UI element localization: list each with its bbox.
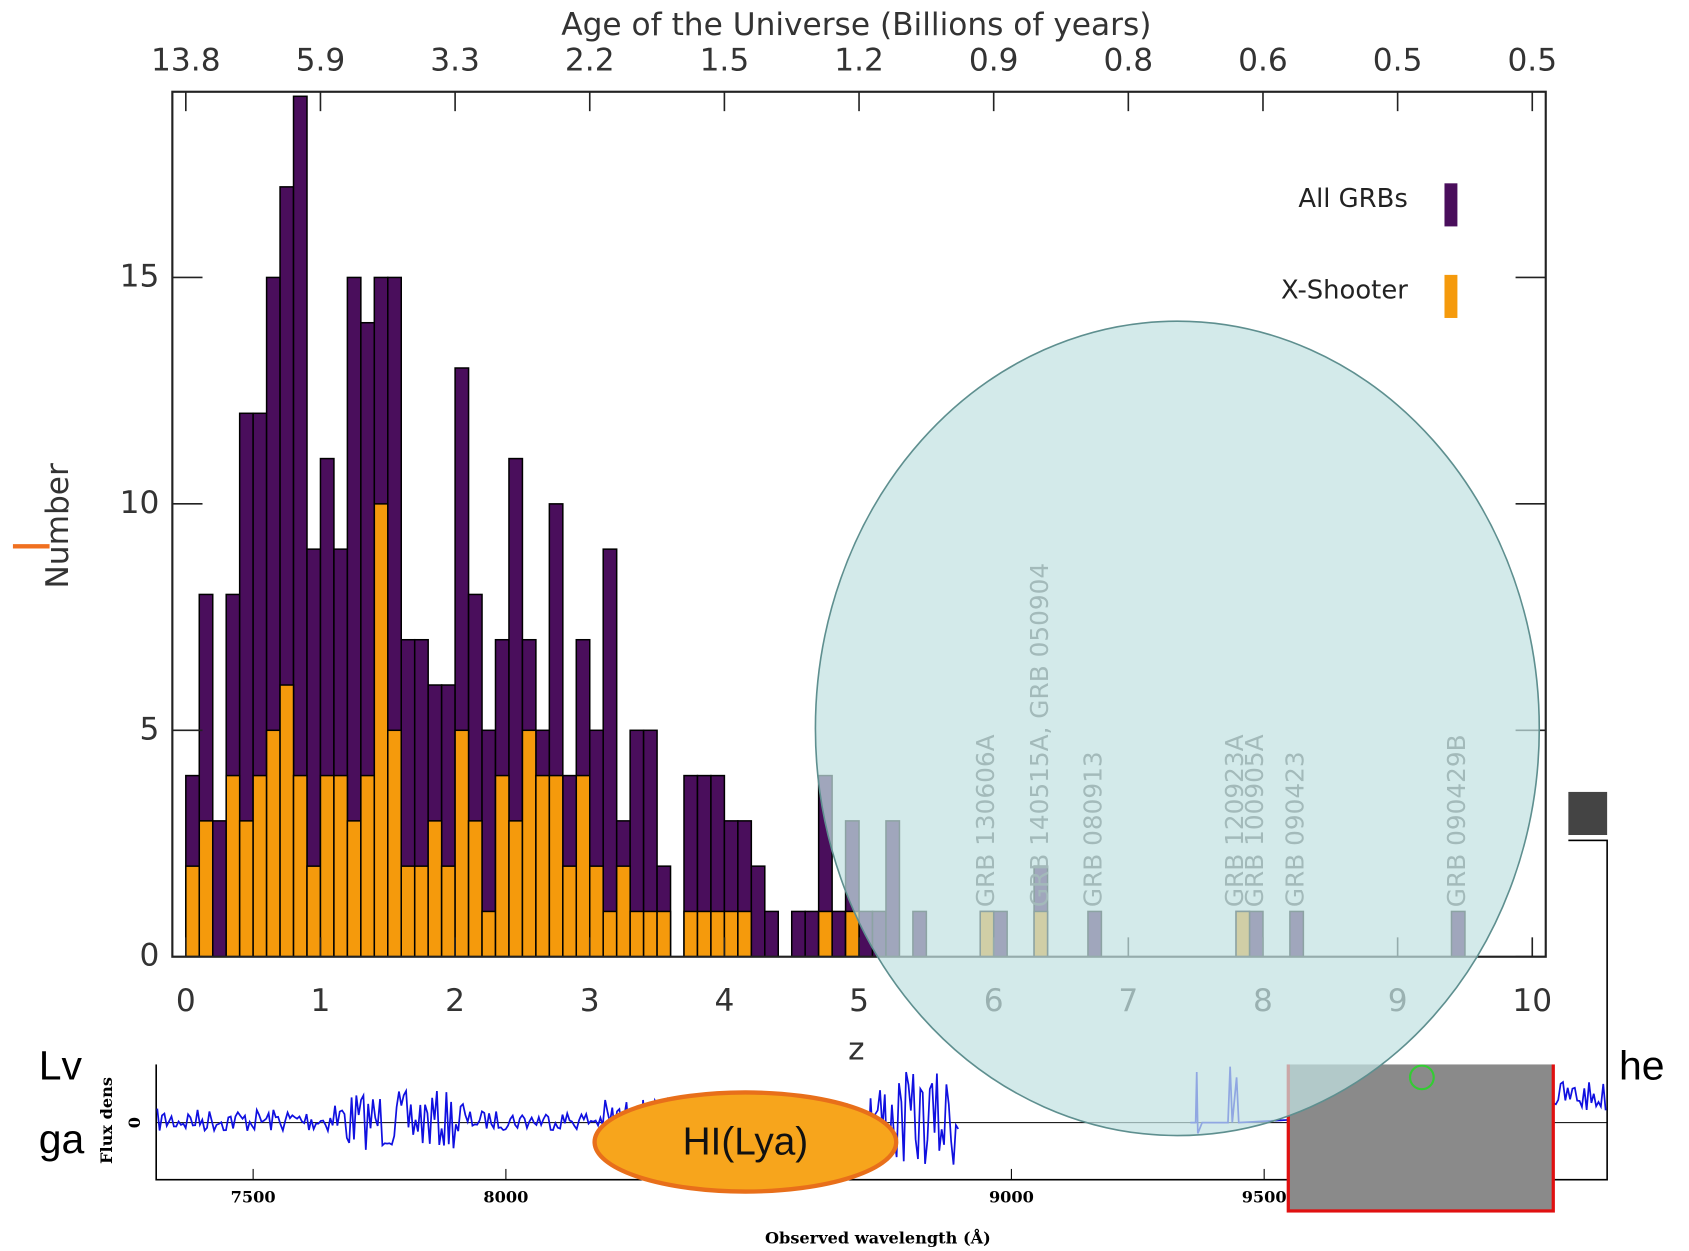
bar: [494, 774, 510, 958]
bar: [723, 910, 739, 958]
bar: [440, 865, 456, 958]
bar: [508, 820, 524, 958]
bar: [817, 910, 833, 958]
bar: [252, 774, 268, 958]
bar: [696, 910, 712, 958]
x-tick-label: 5: [849, 983, 869, 1019]
y-tick-label: 15: [120, 258, 160, 294]
bar: [467, 820, 483, 958]
bar: [198, 820, 214, 958]
spectrum-tick-label: 9500: [1242, 1188, 1287, 1207]
bar: [615, 865, 631, 958]
legend-swatch: [1444, 274, 1458, 318]
top-tick-label: 1.2: [834, 43, 884, 79]
y-tick-label: 0: [140, 938, 160, 974]
spectrum-tick-label: 9000: [989, 1188, 1034, 1207]
marker-circle: [1408, 1064, 1435, 1091]
top-tick-label: 1.5: [700, 43, 750, 79]
bar: [710, 910, 726, 958]
bar: [602, 548, 618, 958]
x-tick-label: 0: [176, 983, 196, 1019]
bar: [642, 910, 658, 958]
bar: [292, 774, 308, 958]
spectrum-tick-label: 8000: [483, 1188, 528, 1207]
overlay: HI(Lya): [592, 320, 1541, 1194]
x-axis-title: z: [848, 1031, 864, 1067]
bar: [454, 729, 470, 958]
bar: [238, 820, 254, 958]
bar: [413, 865, 429, 958]
bar: [481, 910, 497, 958]
y-tick-label: 5: [140, 711, 160, 747]
bar: [804, 910, 820, 958]
spectrum-y-label: Flux dens: [97, 1077, 116, 1164]
spectrum-x-label: Observed wavelength (Å): [765, 1226, 991, 1247]
bar: [319, 774, 335, 958]
x-tick-label: 10: [1512, 983, 1552, 1019]
top-axis-title: Age of the Universe (Billions of years): [561, 7, 1151, 43]
bar: [427, 820, 443, 958]
bar: [306, 865, 322, 958]
callout-text: HI(Lya): [683, 1120, 809, 1163]
bar: [750, 865, 766, 958]
bar: [764, 910, 780, 958]
top-tick-label: 13.8: [151, 43, 221, 79]
bar: [521, 729, 537, 958]
bar: [400, 865, 416, 958]
top-tick-label: 3.3: [430, 43, 480, 79]
y-tick-label: 10: [120, 485, 160, 521]
callout-ellipse: [592, 1090, 899, 1194]
bar: [575, 774, 591, 958]
bar: [629, 910, 645, 958]
x-tick-label: 3: [580, 983, 600, 1019]
bar: [588, 865, 604, 958]
top-tick-label: 2.2: [565, 43, 615, 79]
slide-text: he: [1619, 1043, 1665, 1089]
x-tick-label: 2: [445, 983, 465, 1019]
bar: [683, 910, 699, 958]
histogram-chart: Age of the Universe (Billions of years) …: [12, 7, 1557, 1067]
bar: [333, 774, 349, 958]
top-tick-label: 0.9: [969, 43, 1019, 79]
spectrum-y-tick: 0: [125, 1117, 144, 1128]
spectrum-tick-label: 7500: [231, 1188, 276, 1207]
top-tick-label: 0.5: [1507, 43, 1557, 79]
bar: [373, 503, 389, 958]
bar: [360, 774, 376, 958]
top-tick-label: 0.8: [1104, 43, 1154, 79]
bar: [602, 910, 618, 958]
bar: [831, 910, 847, 958]
slide-text: Lv: [39, 1043, 83, 1089]
image-strip: [1567, 791, 1608, 836]
bar: [225, 774, 241, 958]
x-tick-label: 1: [311, 983, 331, 1019]
bar: [790, 910, 806, 958]
top-tick-label: 5.9: [296, 43, 346, 79]
bar: [737, 910, 753, 958]
bar: [279, 684, 295, 958]
legend-label: All GRBs: [1298, 184, 1407, 214]
bar: [548, 774, 564, 958]
slide-text: ga: [39, 1116, 85, 1162]
y-axis-title: Number: [40, 463, 76, 589]
legend-swatch: [1444, 183, 1458, 227]
top-tick-label: 0.6: [1238, 43, 1288, 79]
bar: [346, 820, 362, 958]
bar: [265, 729, 281, 958]
x-tick-label: 4: [714, 983, 734, 1019]
bar: [185, 865, 201, 958]
highlight-circle: [814, 320, 1541, 1137]
bar: [656, 910, 672, 958]
bar: [387, 729, 402, 958]
top-tick-label: 0.5: [1373, 43, 1423, 79]
bar: [562, 865, 578, 958]
bar: [211, 820, 227, 958]
bar: [535, 774, 551, 958]
legend-label: X-Shooter: [1281, 276, 1408, 306]
